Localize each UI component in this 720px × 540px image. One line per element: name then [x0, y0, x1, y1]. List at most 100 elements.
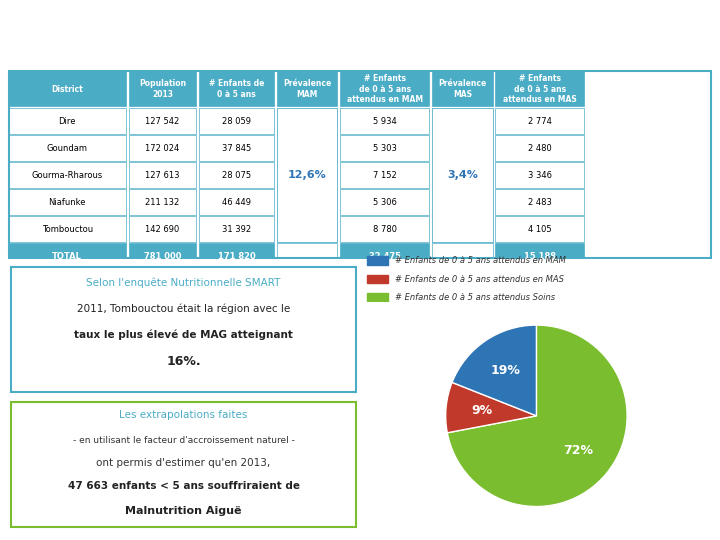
FancyBboxPatch shape [11, 402, 356, 526]
FancyBboxPatch shape [129, 136, 197, 161]
Text: TOTAL: TOTAL [53, 252, 82, 261]
Text: 7 152: 7 152 [373, 171, 397, 180]
Text: - en utilisant le facteur d'accroissement naturel -: - en utilisant le facteur d'accroissemen… [73, 436, 294, 445]
FancyBboxPatch shape [199, 244, 274, 269]
FancyBboxPatch shape [9, 190, 126, 215]
FancyBboxPatch shape [276, 244, 338, 269]
Text: Selon l'enquête Nutritionnelle SMART: Selon l'enquête Nutritionnelle SMART [86, 278, 281, 288]
FancyBboxPatch shape [495, 71, 585, 106]
FancyBboxPatch shape [341, 71, 429, 106]
Text: 46 449: 46 449 [222, 198, 251, 207]
FancyBboxPatch shape [199, 163, 274, 188]
FancyBboxPatch shape [341, 109, 429, 134]
Text: Dire: Dire [58, 117, 76, 126]
FancyBboxPatch shape [9, 244, 126, 269]
FancyBboxPatch shape [432, 136, 492, 161]
Text: 9%: 9% [472, 404, 492, 417]
Text: Les extrapolations faites: Les extrapolations faites [120, 410, 248, 420]
Text: # Enfants
de 0 à 5 ans
attendus en MAM: # Enfants de 0 à 5 ans attendus en MAM [346, 74, 423, 104]
Text: Prévalence
MAS: Prévalence MAS [438, 79, 487, 99]
Text: Niafunke: Niafunke [48, 198, 86, 207]
Text: 37 845: 37 845 [222, 144, 251, 153]
Text: # Enfants de
0 à 5 ans: # Enfants de 0 à 5 ans [209, 79, 264, 99]
FancyBboxPatch shape [495, 190, 585, 215]
Text: 2011, Tombouctou était la région avec le: 2011, Tombouctou était la région avec le [77, 303, 290, 314]
Text: 72%: 72% [563, 444, 593, 457]
FancyBboxPatch shape [129, 163, 197, 188]
Bar [367, 293, 388, 302]
FancyBboxPatch shape [432, 217, 492, 242]
Text: 15 188: 15 188 [524, 252, 556, 261]
Text: Source: SMART 2011 & RGPH 2009: Source: SMART 2011 & RGPH 2009 [11, 51, 207, 60]
Text: 16%.: 16%. [166, 355, 201, 368]
Text: 8 780: 8 780 [373, 225, 397, 234]
Text: 142 690: 142 690 [145, 225, 179, 234]
Text: 781 000: 781 000 [144, 252, 181, 261]
FancyBboxPatch shape [9, 109, 126, 134]
FancyBboxPatch shape [129, 190, 197, 215]
FancyBboxPatch shape [432, 244, 492, 269]
FancyBboxPatch shape [432, 190, 492, 215]
FancyBboxPatch shape [199, 190, 274, 215]
FancyBboxPatch shape [341, 136, 429, 161]
Bar [367, 256, 388, 265]
Text: 2 480: 2 480 [528, 144, 552, 153]
FancyBboxPatch shape [432, 163, 492, 188]
Text: taux le plus élevé de MAG atteignant: taux le plus élevé de MAG atteignant [74, 329, 293, 340]
FancyBboxPatch shape [276, 71, 338, 106]
Text: 5 306: 5 306 [373, 198, 397, 207]
FancyBboxPatch shape [341, 244, 429, 269]
Text: 127 613: 127 613 [145, 171, 180, 180]
FancyBboxPatch shape [129, 244, 197, 269]
FancyBboxPatch shape [9, 163, 126, 188]
FancyBboxPatch shape [129, 109, 197, 134]
Text: 2 774: 2 774 [528, 117, 552, 126]
FancyBboxPatch shape [199, 109, 274, 134]
FancyBboxPatch shape [276, 136, 338, 161]
Text: 28 075: 28 075 [222, 171, 251, 180]
Text: 4 105: 4 105 [528, 225, 552, 234]
Text: # Enfants
de 0 à 5 ans
attendus en MAS: # Enfants de 0 à 5 ans attendus en MAS [503, 74, 577, 104]
Text: ont permis d'estimer qu'en 2013,: ont permis d'estimer qu'en 2013, [96, 458, 271, 468]
FancyBboxPatch shape [199, 217, 274, 242]
FancyBboxPatch shape [276, 190, 338, 215]
FancyBboxPatch shape [495, 163, 585, 188]
Text: 3,4%: 3,4% [447, 171, 478, 180]
Text: # Enfants de 0 à 5 ans attendus en MAM: # Enfants de 0 à 5 ans attendus en MAM [395, 256, 566, 265]
FancyBboxPatch shape [341, 163, 429, 188]
Wedge shape [447, 325, 627, 507]
Text: 31 392: 31 392 [222, 225, 251, 234]
Text: District: District [51, 85, 83, 93]
FancyBboxPatch shape [11, 267, 356, 392]
Text: # Enfants de 0 à 5 ans attendus en MAS: # Enfants de 0 à 5 ans attendus en MAS [395, 274, 564, 284]
FancyBboxPatch shape [276, 217, 338, 242]
FancyBboxPatch shape [129, 217, 197, 242]
FancyBboxPatch shape [9, 71, 126, 106]
Text: 47 663 enfants < 5 ans souffriraient de: 47 663 enfants < 5 ans souffriraient de [68, 481, 300, 491]
Text: # Enfants de 0 à 5 ans attendus Soins: # Enfants de 0 à 5 ans attendus Soins [395, 293, 555, 302]
Text: Malnutrition Aiguë: Malnutrition Aiguë [125, 506, 242, 516]
Wedge shape [452, 325, 536, 416]
Text: Gourma-Rharous: Gourma-Rharous [32, 171, 103, 180]
FancyBboxPatch shape [276, 109, 338, 242]
FancyBboxPatch shape [129, 71, 197, 106]
FancyBboxPatch shape [341, 190, 429, 215]
Text: 12,6%: 12,6% [288, 171, 326, 180]
FancyBboxPatch shape [432, 71, 492, 106]
Text: 2 483: 2 483 [528, 198, 552, 207]
Text: 127 542: 127 542 [145, 117, 179, 126]
Text: 19%: 19% [491, 364, 521, 377]
Text: Population
2013: Population 2013 [139, 79, 186, 99]
Text: Tombouctou: Tombouctou [42, 225, 93, 234]
Text: 211 132: 211 132 [145, 198, 179, 207]
FancyBboxPatch shape [432, 109, 492, 242]
FancyBboxPatch shape [432, 109, 492, 134]
FancyBboxPatch shape [341, 217, 429, 242]
Text: 32 475: 32 475 [369, 252, 401, 261]
FancyBboxPatch shape [199, 136, 274, 161]
FancyBboxPatch shape [9, 217, 126, 242]
Text: 5 303: 5 303 [373, 144, 397, 153]
FancyBboxPatch shape [495, 244, 585, 269]
Text: 3 346: 3 346 [528, 171, 552, 180]
Text: 172 024: 172 024 [145, 144, 179, 153]
